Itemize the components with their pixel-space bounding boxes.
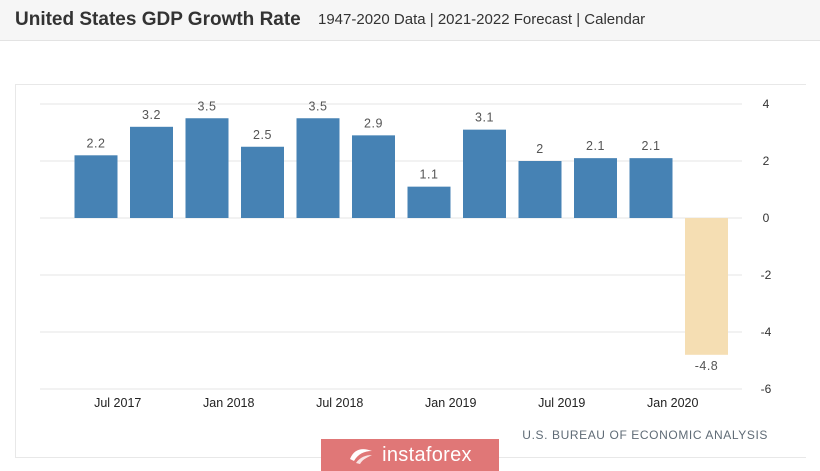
bar[interactable] (407, 186, 451, 218)
y-tick-label: -6 (761, 382, 772, 396)
bar-value-label: 2.5 (253, 128, 272, 142)
y-tick-label: 0 (763, 211, 770, 225)
y-tick-label: -4 (761, 325, 772, 339)
bar-value-label: 2 (536, 142, 543, 156)
subtitle-links[interactable]: 1947-2020 Data | 2021-2022 Forecast | Ca… (318, 11, 646, 28)
bar[interactable] (185, 118, 229, 218)
source-label: U.S. BUREAU OF ECONOMIC ANALYSIS (522, 428, 768, 442)
bar-value-label: 3.5 (309, 99, 328, 113)
bar-value-label: 3.1 (475, 111, 494, 125)
bar[interactable] (574, 158, 617, 218)
y-tick-label: 2 (763, 154, 770, 168)
bar[interactable] (629, 158, 673, 218)
watermark-text: instaforex (382, 443, 472, 466)
bar[interactable] (685, 218, 728, 355)
bar-value-label: 3.5 (198, 99, 217, 113)
bar-value-label: -4.8 (695, 359, 719, 373)
x-tick-label: Jul 2018 (316, 396, 363, 410)
bar-value-label: 2.2 (87, 136, 106, 150)
page-title: United States GDP Growth Rate (15, 9, 301, 30)
bar-value-label: 1.1 (420, 168, 439, 182)
bar[interactable] (296, 118, 340, 218)
x-tick-label: Jul 2019 (538, 396, 585, 410)
y-tick-label: -2 (761, 268, 772, 282)
instaforex-logo-icon (350, 449, 373, 464)
bar[interactable] (130, 126, 173, 218)
chart-header: United States GDP Growth Rate 1947-2020 … (0, 0, 820, 41)
bar-value-label: 2.1 (586, 139, 605, 153)
bar-value-label: 2.1 (642, 139, 661, 153)
y-tick-label: 4 (763, 97, 770, 111)
bar-value-label: 3.2 (142, 108, 161, 122)
instaforex-watermark: instaforex (321, 439, 499, 471)
x-tick-label: Jan 2018 (203, 396, 254, 410)
x-tick-label: Jan 2019 (425, 396, 476, 410)
bar[interactable] (74, 155, 118, 218)
bar-value-label: 2.9 (364, 116, 383, 130)
x-tick-label: Jan 2020 (647, 396, 698, 410)
bar[interactable] (463, 129, 506, 218)
bar[interactable] (352, 135, 395, 218)
bar[interactable] (518, 161, 562, 218)
bar[interactable] (241, 146, 284, 218)
x-tick-label: Jul 2017 (94, 396, 141, 410)
